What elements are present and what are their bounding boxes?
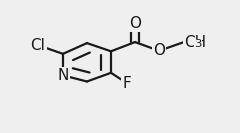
Text: N: N: [57, 68, 69, 83]
Text: CH: CH: [184, 35, 206, 50]
Text: F: F: [122, 76, 131, 91]
Text: Cl: Cl: [30, 38, 45, 53]
Text: O: O: [129, 16, 141, 31]
Text: O: O: [153, 43, 165, 58]
Text: 3: 3: [194, 39, 202, 49]
